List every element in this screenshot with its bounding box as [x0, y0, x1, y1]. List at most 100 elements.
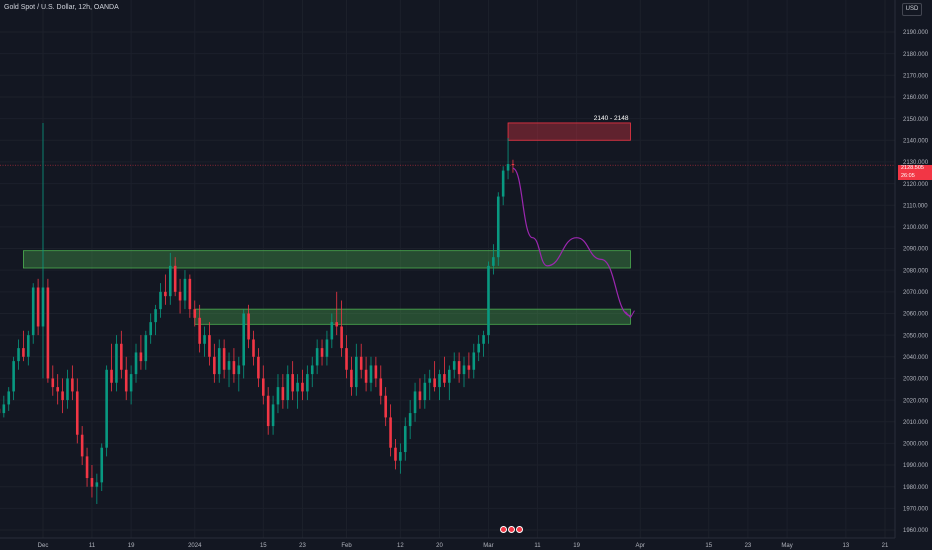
- candle-body: [408, 413, 412, 427]
- candle-body: [374, 365, 378, 379]
- time-tick-label: Feb: [341, 543, 352, 549]
- candle-body: [389, 417, 392, 448]
- candle-body: [95, 482, 99, 487]
- time-tick-label: 19: [573, 543, 580, 549]
- candle-body: [452, 361, 456, 370]
- candle-body: [66, 378, 69, 401]
- event-markers[interactable]: [500, 526, 523, 533]
- candle-body: [492, 257, 495, 266]
- candle-body: [301, 382, 304, 392]
- candle-body: [506, 164, 510, 171]
- candle-body: [2, 404, 6, 414]
- candle-body: [296, 382, 299, 392]
- candle-body: [7, 391, 11, 405]
- price-tick-label: 1970.000: [903, 507, 929, 513]
- candle-body: [467, 365, 471, 370]
- time-tick-label: 11: [89, 543, 96, 549]
- candle-body: [41, 287, 45, 327]
- candle-body: [350, 369, 353, 388]
- candle-body: [164, 291, 167, 297]
- price-tick-label: 2040.000: [903, 355, 929, 361]
- time-tick-label: 2024: [188, 543, 202, 549]
- candle-body: [413, 391, 417, 414]
- candles-layer: [0, 122, 515, 505]
- candle-body: [232, 361, 236, 375]
- candle-body: [90, 478, 94, 487]
- candle-body: [203, 335, 206, 344]
- candle-body: [345, 348, 348, 370]
- candle-body: [487, 265, 490, 336]
- candle-body: [462, 365, 466, 375]
- candle-body: [56, 387, 59, 392]
- candle-body: [355, 356, 358, 388]
- candle-body: [384, 395, 387, 418]
- candle-body: [457, 361, 461, 375]
- candle-body: [428, 378, 432, 383]
- price-tick-label: 2170.000: [903, 74, 929, 80]
- candle-body: [286, 374, 290, 401]
- target-zone-label: 2140 - 2148: [594, 115, 629, 122]
- candle-body: [46, 287, 50, 379]
- candle-body: [252, 339, 255, 357]
- candle-body: [139, 352, 143, 362]
- candle-body: [423, 382, 427, 401]
- time-tick-label: 23: [299, 543, 306, 549]
- candle-body: [115, 343, 118, 383]
- price-tick-label: 2080.000: [903, 268, 929, 274]
- event-marker-icon[interactable]: [516, 526, 523, 533]
- time-tick-label: Dec: [38, 543, 49, 549]
- candle-body: [100, 447, 104, 483]
- candle-body: [325, 339, 329, 357]
- candle-body: [477, 343, 480, 353]
- price-tick-label: 2110.000: [903, 203, 928, 209]
- support-zone: [194, 308, 631, 325]
- forecast-arrowhead-icon: [625, 310, 635, 319]
- time-tick-label: 23: [745, 543, 752, 549]
- price-tick-label: 2000.000: [903, 442, 929, 448]
- candle-body: [159, 291, 162, 310]
- price-tick-label: 2030.000: [903, 377, 929, 383]
- candle-body: [198, 317, 201, 344]
- candle-body: [364, 369, 368, 383]
- forecast-layer: [512, 167, 635, 319]
- time-tick-label: 19: [128, 543, 135, 549]
- candle-body: [222, 348, 226, 370]
- price-tick-label: 2120.000: [903, 182, 929, 188]
- candle-body: [105, 369, 108, 448]
- candle-body: [330, 322, 334, 340]
- candle-body: [242, 313, 246, 366]
- candle-body: [315, 348, 319, 366]
- time-tick-label: Mar: [483, 543, 493, 549]
- price-tick-label: 2100.000: [903, 225, 929, 231]
- candle-body: [173, 265, 177, 292]
- price-tick-label: 2050.000: [903, 333, 929, 339]
- price-tick-label: 2090.000: [903, 247, 929, 253]
- candle-body: [124, 369, 128, 392]
- candle-body: [183, 278, 187, 301]
- price-tick-label: 1980.000: [903, 485, 929, 491]
- candle-body: [257, 356, 260, 379]
- candle-body: [17, 348, 20, 362]
- symbol-title: Gold Spot / U.S. Dollar, 12h, OANDA: [4, 4, 119, 11]
- event-marker-icon[interactable]: [500, 526, 507, 533]
- candle-body: [31, 287, 35, 336]
- candle-body: [281, 387, 285, 401]
- event-marker-icon[interactable]: [508, 526, 515, 533]
- candle-body: [75, 391, 79, 435]
- candle-body: [188, 278, 192, 310]
- candle-body: [448, 369, 451, 383]
- currency-button[interactable]: USD: [902, 3, 922, 16]
- forecast-path: [512, 167, 631, 317]
- candle-body: [51, 378, 55, 388]
- candle-body: [110, 369, 113, 383]
- price-axis[interactable]: 1960.000 1970.000 1980.000 1990.000 2000.000…: [903, 30, 929, 534]
- candle-body: [237, 365, 241, 375]
- last-price-value: 2128.505: [901, 165, 924, 171]
- time-tick-label: Apr: [636, 543, 645, 549]
- candle-body: [438, 374, 441, 388]
- candle-body: [27, 335, 30, 357]
- grid-lines: [0, 164, 895, 166]
- time-axis[interactable]: Dec 11 19 2024 15 23 Feb 12 20 Mar 11 19 Apr 15 23 May 1…: [38, 543, 889, 549]
